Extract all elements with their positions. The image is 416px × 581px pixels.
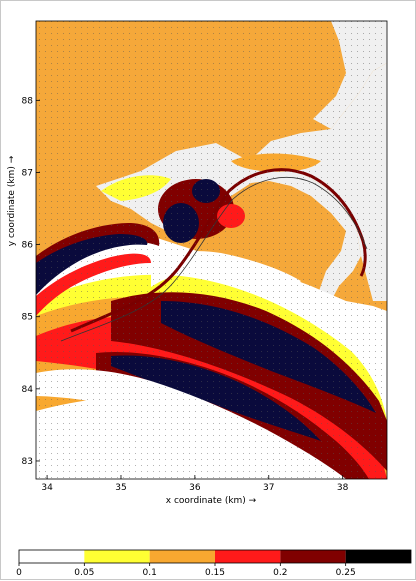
x-tick-label: 38 <box>337 483 349 493</box>
vector-field-overlay <box>36 21 387 479</box>
colorbar-tick-label: 0.05 <box>74 568 94 578</box>
y-tick-label: 86 <box>22 241 34 251</box>
x-tick-label: 35 <box>115 483 126 493</box>
colorbar-segment <box>215 550 281 563</box>
x-axis-ticks: 34 35 36 37 38 <box>41 475 349 493</box>
colorbar-tick-label: 0.15 <box>205 568 225 578</box>
map-layer <box>36 21 387 479</box>
y-axis-ticks: 83 84 85 86 87 88 <box>22 96 40 467</box>
x-tick-label: 36 <box>189 483 201 493</box>
x-axis-title: x coordinate (km) → <box>166 496 257 506</box>
plot-axes-box <box>35 20 388 480</box>
colorbar-tick-label: 0 <box>16 568 22 578</box>
x-tick-label: 37 <box>263 483 274 493</box>
y-tick-label: 83 <box>22 457 33 467</box>
colorbar-tick-label: 0.25 <box>336 568 356 578</box>
y-tick-label: 88 <box>22 96 34 106</box>
colorbar-tick-label: 0.1 <box>143 568 157 578</box>
y-tick-label: 87 <box>22 168 33 178</box>
colorbar-segment <box>149 550 215 563</box>
colorbar-segment <box>19 550 85 563</box>
colorbar-segment <box>280 550 346 563</box>
colorbar-tick-label: 0.2 <box>273 568 287 578</box>
colorbar: 0 0.05 0.1 0.15 0.2 0.25 <box>16 549 412 578</box>
x-tick-label: 34 <box>41 483 53 493</box>
y-tick-label: 84 <box>22 385 34 395</box>
y-tick-label: 85 <box>22 313 33 323</box>
colorbar-segment <box>84 550 150 563</box>
colorbar-segment <box>345 550 411 563</box>
y-axis-title: y coordinate (km) → <box>7 155 17 246</box>
